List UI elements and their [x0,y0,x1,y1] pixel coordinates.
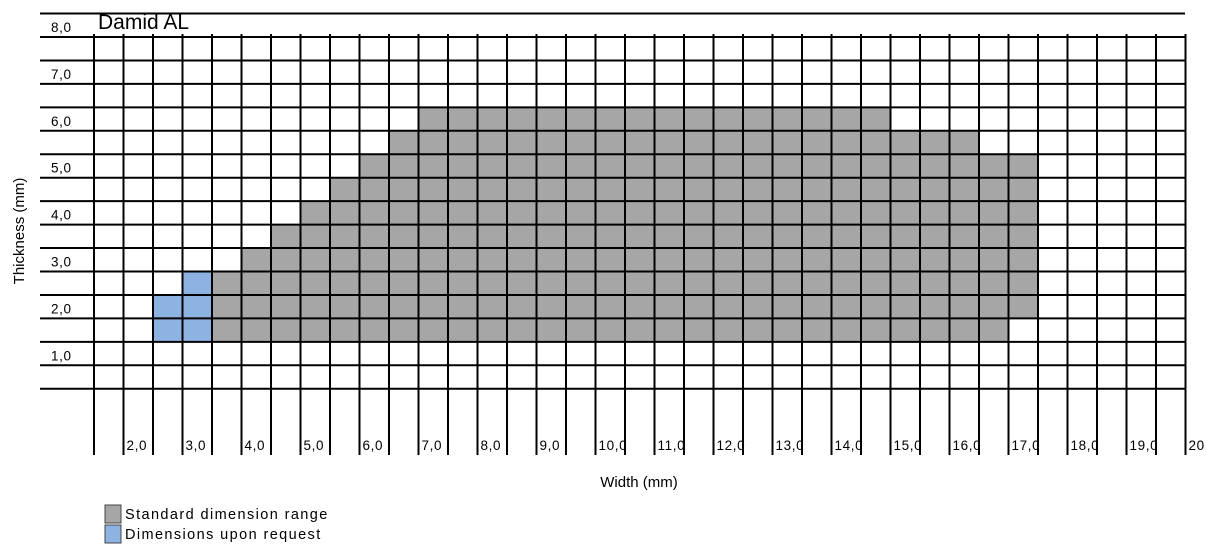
x-tick-label: 16,0 [953,438,982,453]
x-tick-label: 20,0 [1189,438,1206,453]
x-tick-label: 12,0 [717,438,746,453]
x-axis-label: Width (mm) [600,474,678,491]
cell-block-request-1 [182,271,212,342]
legend: Standard dimension range Dimensions upon … [104,504,329,544]
cell-block-standard-0 [212,271,242,342]
y-tick-label: 3,0 [51,255,72,270]
x-tick-label: 9,0 [540,438,561,453]
x-tick-label: 6,0 [363,438,384,453]
x-tick-label: 14,0 [835,438,864,453]
x-tick-label: 15,0 [894,438,923,453]
cell-block-standard-4 [330,177,360,342]
x-tick-label: 2,0 [127,438,148,453]
y-tick-label: 5,0 [51,161,72,176]
y-tick-label: 2,0 [51,301,72,316]
x-tick-label: 5,0 [304,438,325,453]
x-tick-label: 8,0 [481,438,502,453]
x-tick-label: 13,0 [776,438,805,453]
chart-grid [40,12,1187,455]
y-tick-label: 7,0 [51,67,72,82]
y-tick-labels: 1,0 2,0 3,0 4,0 5,0 6,0 7,0 8,0 [51,20,72,363]
x-tick-label: 7,0 [422,438,443,453]
cell-block-standard-6 [389,130,419,342]
legend-label: Dimensions upon request [125,527,322,543]
x-tick-label: 19,0 [1130,438,1159,453]
y-tick-label: 4,0 [51,208,72,223]
cell-block-standard-2 [271,224,301,342]
x-tick-labels: 2,0 3,0 4,0 5,0 6,0 7,0 8,0 9,0 10,0 11,0 12,0 13,0… [127,438,1206,453]
x-tick-label: 17,0 [1012,438,1041,453]
legend-label: Standard dimension range [125,507,329,523]
y-tick-label: 6,0 [51,114,72,129]
chart-title: Damid AL [98,11,189,34]
y-tick-label: 8,0 [51,20,72,35]
y-tick-label: 1,0 [51,348,72,363]
cell-block-standard-10 [1008,154,1038,319]
x-tick-label: 18,0 [1071,438,1100,453]
y-axis-label: Thickness (mm) [11,178,28,285]
cell-block-standard-8 [890,130,979,342]
legend-swatch [104,524,122,544]
x-tick-label: 11,0 [658,438,686,453]
x-tick-label: 4,0 [245,438,266,453]
x-tick-label: 10,0 [599,438,628,453]
legend-swatch [104,504,122,524]
x-tick-label: 3,0 [186,438,207,453]
